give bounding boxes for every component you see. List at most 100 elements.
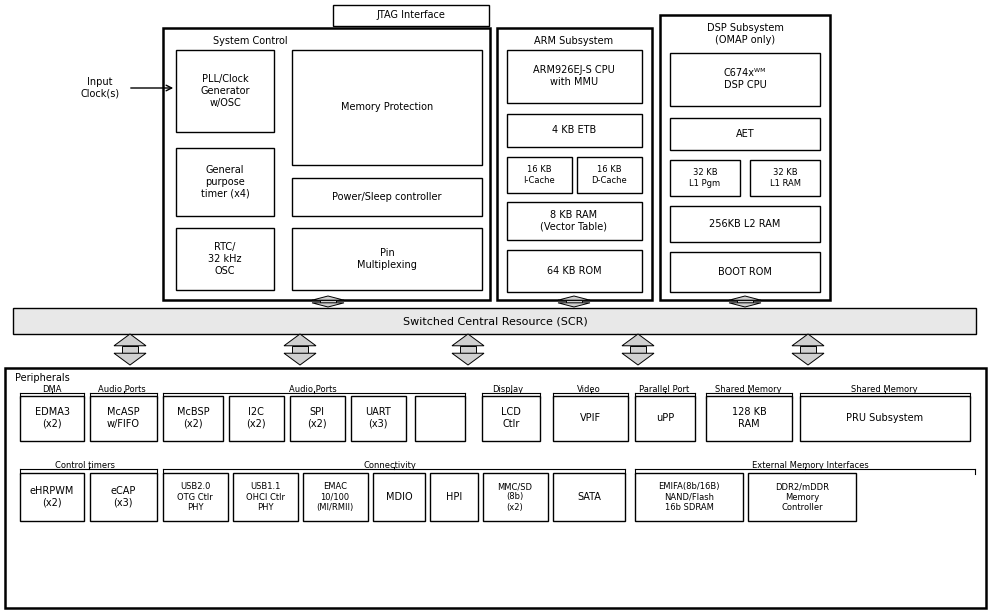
Bar: [670, 160, 740, 196]
Polygon shape: [284, 334, 316, 346]
Text: C674xᵂᴹ
DSP CPU: C674xᵂᴹ DSP CPU: [724, 68, 767, 89]
Polygon shape: [320, 300, 336, 303]
Bar: [635, 473, 743, 521]
Text: DDR2/mDDR
Memory
Controller: DDR2/mDDR Memory Controller: [775, 482, 829, 512]
Text: Connectivity: Connectivity: [363, 460, 416, 470]
Bar: [507, 250, 642, 292]
Bar: [163, 473, 228, 521]
Bar: [507, 50, 642, 103]
Polygon shape: [792, 353, 824, 365]
Bar: [748, 473, 856, 521]
Text: 4 KB ETB: 4 KB ETB: [552, 125, 596, 135]
Bar: [163, 396, 223, 441]
Text: USB1.1
OHCI Ctlr
PHY: USB1.1 OHCI Ctlr PHY: [245, 482, 285, 512]
Polygon shape: [312, 303, 344, 307]
Polygon shape: [622, 353, 654, 365]
Text: 8 KB RAM
(Vector Table): 8 KB RAM (Vector Table): [540, 210, 608, 232]
Polygon shape: [800, 346, 816, 353]
Text: 64 KB ROM: 64 KB ROM: [547, 266, 602, 276]
Text: Parallel Port: Parallel Port: [638, 384, 689, 394]
Bar: [415, 396, 465, 441]
Bar: [90, 396, 157, 441]
Text: Memory Protection: Memory Protection: [341, 102, 433, 112]
Bar: [20, 396, 84, 441]
Text: Power/Sleep controller: Power/Sleep controller: [333, 192, 442, 202]
Bar: [750, 160, 820, 196]
Bar: [497, 28, 652, 300]
Bar: [635, 396, 695, 441]
Text: JTAG Interface: JTAG Interface: [376, 10, 446, 20]
Polygon shape: [284, 353, 316, 365]
Bar: [176, 148, 274, 216]
Bar: [290, 396, 345, 441]
Bar: [333, 5, 489, 26]
Bar: [483, 473, 548, 521]
Text: eHRPWM
(x2): eHRPWM (x2): [30, 486, 74, 508]
Text: General
purpose
timer (x4): General purpose timer (x4): [201, 166, 249, 199]
Text: Shared Memory: Shared Memory: [715, 384, 781, 394]
Bar: [482, 396, 540, 441]
Bar: [670, 53, 820, 106]
Polygon shape: [622, 334, 654, 346]
Text: DMA: DMA: [43, 384, 62, 394]
Text: VPIF: VPIF: [580, 413, 601, 423]
Polygon shape: [729, 296, 761, 300]
Bar: [13, 308, 976, 334]
Text: MDIO: MDIO: [385, 492, 412, 502]
Text: Switched Central Resource (SCR): Switched Central Resource (SCR): [402, 316, 588, 326]
Text: AET: AET: [736, 129, 755, 139]
Polygon shape: [558, 303, 590, 307]
Text: MMC/SD
(8b)
(x2): MMC/SD (8b) (x2): [497, 482, 532, 512]
Text: System Control: System Control: [213, 36, 288, 46]
Text: PLL/Clock
Generator
w/OSC: PLL/Clock Generator w/OSC: [201, 74, 250, 108]
Bar: [706, 396, 792, 441]
Text: SPI
(x2): SPI (x2): [307, 407, 327, 429]
Polygon shape: [114, 353, 146, 365]
Text: (OMAP only): (OMAP only): [715, 35, 776, 45]
Text: SATA: SATA: [577, 492, 601, 502]
Polygon shape: [122, 346, 138, 353]
Bar: [229, 396, 284, 441]
Text: USB2.0
OTG Ctlr
PHY: USB2.0 OTG Ctlr PHY: [177, 482, 213, 512]
Text: 32 KB
L1 Pgm: 32 KB L1 Pgm: [689, 169, 721, 188]
Text: 256KB L2 RAM: 256KB L2 RAM: [709, 219, 780, 229]
Text: Shared Memory: Shared Memory: [851, 384, 918, 394]
Polygon shape: [312, 296, 344, 300]
Text: Display: Display: [493, 384, 523, 394]
Text: uPP: uPP: [655, 413, 674, 423]
Bar: [507, 202, 642, 240]
Bar: [670, 118, 820, 150]
Text: Video: Video: [577, 384, 601, 394]
Bar: [233, 473, 298, 521]
Bar: [292, 50, 482, 165]
Polygon shape: [114, 334, 146, 346]
Bar: [660, 15, 830, 300]
Bar: [373, 473, 425, 521]
Text: EDMA3
(x2): EDMA3 (x2): [35, 407, 70, 429]
Polygon shape: [452, 353, 484, 365]
Text: Input
Clock(s): Input Clock(s): [80, 77, 119, 99]
Text: 16 KB
I-Cache: 16 KB I-Cache: [523, 166, 555, 185]
Bar: [176, 50, 274, 132]
Bar: [90, 473, 157, 521]
Bar: [577, 157, 642, 193]
Text: DSP Subsystem: DSP Subsystem: [707, 23, 783, 33]
Polygon shape: [292, 346, 308, 353]
Bar: [800, 396, 970, 441]
Text: Peripherals: Peripherals: [15, 373, 70, 383]
Text: Audio Ports: Audio Ports: [289, 384, 337, 394]
Bar: [670, 206, 820, 242]
Polygon shape: [737, 300, 753, 303]
Bar: [670, 252, 820, 292]
Bar: [292, 178, 482, 216]
Text: 16 KB
D-Cache: 16 KB D-Cache: [591, 166, 627, 185]
Text: LCD
Ctlr: LCD Ctlr: [501, 407, 521, 429]
Text: 32 KB
L1 RAM: 32 KB L1 RAM: [770, 169, 800, 188]
Bar: [163, 28, 490, 300]
Bar: [507, 157, 572, 193]
Text: ARM Subsystem: ARM Subsystem: [534, 36, 614, 46]
Text: eCAP
(x3): eCAP (x3): [110, 486, 136, 508]
Bar: [507, 114, 642, 147]
Polygon shape: [566, 300, 582, 303]
Text: ARM926EJ-S CPU
with MMU: ARM926EJ-S CPU with MMU: [533, 65, 615, 87]
